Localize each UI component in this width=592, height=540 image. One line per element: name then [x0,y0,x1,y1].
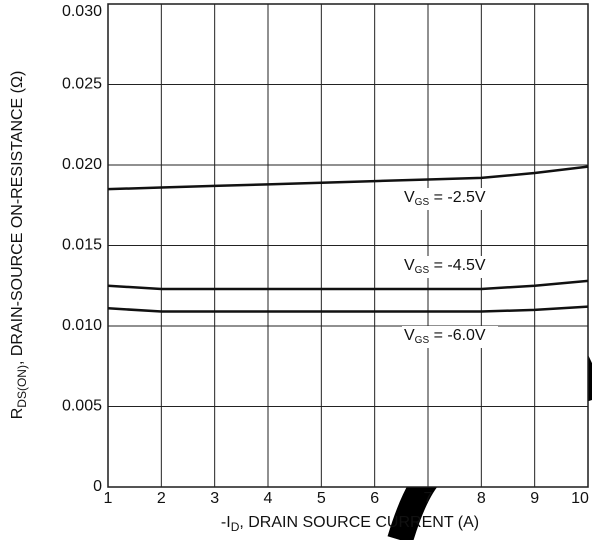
series-label-part: V [404,189,415,206]
label-bg [402,326,498,348]
series-label: VGS = -4.5V [404,257,486,275]
series-label-part: GS [415,335,430,346]
y-axis-label: RDS(ON), DRAIN-SOURCE ON-RESISTANCE (Ω) [9,71,29,420]
label-bg [402,256,498,278]
x-tick-label: 6 [370,490,379,507]
x-tick-label: 1 [104,490,113,507]
series-label-part: GS [415,197,430,208]
x-axis-label: -ID, DRAIN SOURCE CURRENT (A) [221,514,479,534]
x-tick-label: 2 [157,490,166,507]
x-tick-label: 4 [264,490,273,507]
y-axis-label-rest: , DRAIN-SOURCE ON-RESISTANCE (Ω) [9,71,26,365]
y-tick-label: 0.010 [62,317,102,334]
x-tick-label: 7 [424,490,433,507]
series-label: VGS = -6.0V [404,327,486,345]
x-axis-label-sub: D [231,520,240,534]
x-axis-label-main: -I [221,514,231,531]
series-line [107,279,589,291]
series-label-part: = -2.5V [429,189,486,206]
series-label-part: V [404,257,415,274]
series-label-part: GS [415,265,430,276]
y-tick-label: 0 [93,478,102,495]
x-axis-label-rest: , DRAIN SOURCE CURRENT (A) [239,514,479,531]
y-axis-label-main: R [9,408,26,420]
x-tick-label: 8 [477,490,486,507]
series-label-part: = -6.0V [429,327,486,344]
y-tick-label: 0.005 [62,398,102,415]
y-axis-label-sub: DS(ON) [15,365,29,408]
y-tick-label: 0.025 [62,76,102,93]
series-line [107,305,589,313]
y-tick-label: 0.015 [62,237,102,254]
x-tick-label: 9 [530,490,539,507]
x-tick-label: 3 [210,490,219,507]
y-tick-label: 0.030 [62,3,102,20]
x-tick-label: 5 [317,490,326,507]
series-label-part: = -4.5V [429,257,486,274]
label-bg [402,188,498,210]
x-tick-label: 10 [571,490,589,507]
series-label: VGS = -2.5V [404,189,486,207]
series-line [107,165,589,191]
series-label-part: V [404,327,415,344]
y-tick-label: 0.020 [62,156,102,173]
